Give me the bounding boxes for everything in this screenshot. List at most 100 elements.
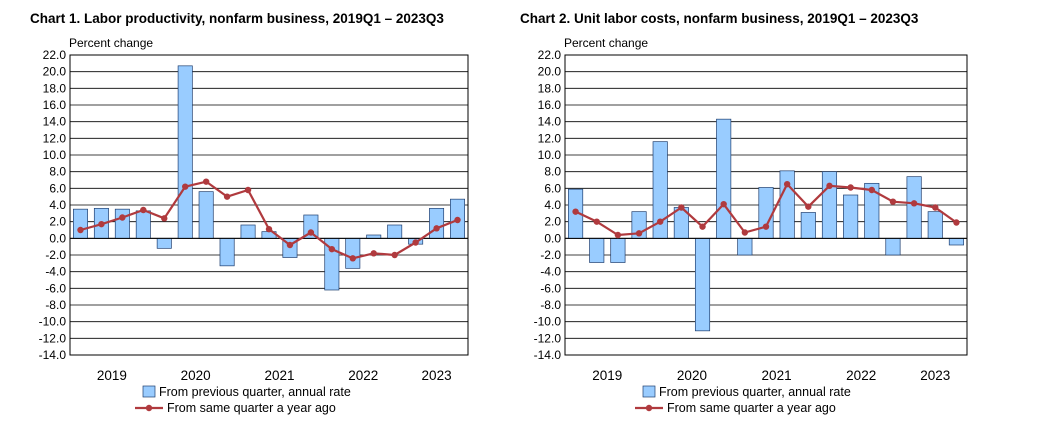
bar bbox=[135, 210, 151, 239]
y-tick-label: -6.0 bbox=[45, 281, 66, 295]
series-point bbox=[847, 184, 854, 191]
y-tick-label: 16.0 bbox=[538, 98, 562, 112]
legend-bar-swatch bbox=[142, 385, 156, 398]
series-point bbox=[119, 214, 126, 221]
series-point bbox=[932, 204, 939, 211]
series-point bbox=[826, 182, 833, 190]
series-point bbox=[805, 203, 812, 210]
series-point bbox=[762, 223, 770, 230]
bar bbox=[906, 176, 922, 239]
bar bbox=[589, 237, 605, 263]
series-point bbox=[161, 215, 168, 222]
legend-label: From previous quarter, annual rate bbox=[159, 385, 351, 399]
series-point bbox=[889, 198, 897, 205]
y-tick-label: -10.0 bbox=[534, 315, 562, 329]
series-point bbox=[77, 226, 84, 234]
bar bbox=[387, 224, 403, 239]
series-point bbox=[720, 200, 727, 208]
x-year-label: 2022 bbox=[846, 368, 876, 383]
series-point bbox=[265, 225, 273, 233]
series-point bbox=[953, 219, 960, 226]
bar bbox=[716, 118, 732, 239]
x-year-label: 2020 bbox=[181, 368, 211, 383]
bar bbox=[610, 237, 626, 263]
y-tick-label: 16.0 bbox=[43, 98, 67, 112]
y-tick-label: -6.0 bbox=[540, 281, 561, 295]
series-point bbox=[328, 245, 336, 253]
bar bbox=[800, 212, 816, 239]
series-point bbox=[244, 186, 252, 194]
bar bbox=[240, 224, 256, 239]
y-tick-label: -8.0 bbox=[45, 298, 66, 312]
y-tick-label: 12.0 bbox=[43, 131, 67, 145]
x-year-label: 2019 bbox=[592, 368, 622, 383]
y-tick-label: 4.0 bbox=[49, 198, 66, 212]
series-point bbox=[307, 229, 315, 236]
legend-label: From same quarter a year ago bbox=[667, 401, 836, 415]
y-tick-label: -14.0 bbox=[534, 348, 562, 362]
x-year-label: 2023 bbox=[422, 368, 452, 383]
y-tick-label: 10.0 bbox=[43, 148, 67, 162]
series-point bbox=[593, 218, 600, 225]
bar bbox=[843, 194, 859, 239]
series-point bbox=[572, 208, 579, 215]
series-point bbox=[98, 220, 105, 228]
bar bbox=[948, 237, 964, 246]
y-tick-label: 2.0 bbox=[544, 215, 561, 229]
bar bbox=[758, 187, 774, 239]
chart-unit-labor-costs-svg: Chart 2. Unit labor costs, nonfarm busin… bbox=[520, 11, 968, 415]
bar bbox=[885, 237, 901, 256]
y-tick-label: 8.0 bbox=[49, 165, 66, 179]
x-year-label: 2020 bbox=[677, 368, 707, 383]
y-tick-label: -10.0 bbox=[39, 315, 67, 329]
legend-label: From previous quarter, annual rate bbox=[659, 385, 851, 399]
y-tick-label: 0.0 bbox=[544, 231, 561, 245]
y-tick-label: -14.0 bbox=[39, 348, 67, 362]
chart-labor-productivity: Chart 1. Labor productivity, nonfarm bus… bbox=[0, 0, 510, 433]
bar bbox=[429, 207, 445, 239]
plot-area-border bbox=[69, 54, 469, 356]
series-point bbox=[635, 230, 643, 237]
chart-title: Chart 2. Unit labor costs, nonfarm busin… bbox=[520, 11, 919, 26]
legend-label: From same quarter a year ago bbox=[167, 401, 336, 415]
y-axis-label: Percent change bbox=[69, 36, 153, 50]
bar bbox=[198, 191, 214, 239]
series-point bbox=[868, 186, 875, 194]
y-tick-label: 20.0 bbox=[43, 65, 67, 79]
y-tick-label: 12.0 bbox=[538, 131, 562, 145]
series-point bbox=[202, 178, 210, 185]
chart-title: Chart 1. Labor productivity, nonfarm bus… bbox=[30, 11, 444, 26]
y-tick-label: 4.0 bbox=[544, 198, 561, 212]
y-tick-label: 14.0 bbox=[43, 115, 67, 129]
series-point bbox=[286, 241, 294, 249]
x-year-label: 2019 bbox=[97, 368, 127, 383]
x-year-label: 2021 bbox=[264, 368, 294, 383]
series-point bbox=[391, 251, 398, 259]
y-tick-label: 18.0 bbox=[538, 81, 562, 95]
series-point bbox=[657, 218, 664, 225]
x-year-label: 2023 bbox=[920, 368, 950, 383]
y-tick-label: 20.0 bbox=[538, 65, 562, 79]
bar bbox=[219, 237, 235, 267]
series-point bbox=[140, 206, 147, 214]
bar bbox=[73, 208, 88, 239]
bar bbox=[779, 170, 795, 239]
series-point bbox=[741, 229, 749, 236]
series-point bbox=[370, 250, 377, 257]
y-axis-label: Percent change bbox=[564, 36, 648, 50]
y-tick-label: -4.0 bbox=[45, 265, 66, 279]
y-tick-label: 0.0 bbox=[49, 231, 66, 245]
series-point bbox=[182, 183, 189, 190]
series-point bbox=[433, 225, 440, 232]
bar bbox=[345, 237, 361, 269]
y-tick-label: -4.0 bbox=[540, 265, 561, 279]
x-year-label: 2021 bbox=[762, 368, 792, 383]
series-point bbox=[783, 180, 791, 188]
legend-line-marker bbox=[145, 404, 153, 412]
series-point bbox=[349, 255, 356, 262]
series-point bbox=[678, 204, 685, 211]
bar bbox=[821, 171, 838, 239]
bar bbox=[694, 237, 711, 332]
y-tick-label: -8.0 bbox=[540, 298, 561, 312]
y-tick-label: 6.0 bbox=[49, 181, 66, 195]
